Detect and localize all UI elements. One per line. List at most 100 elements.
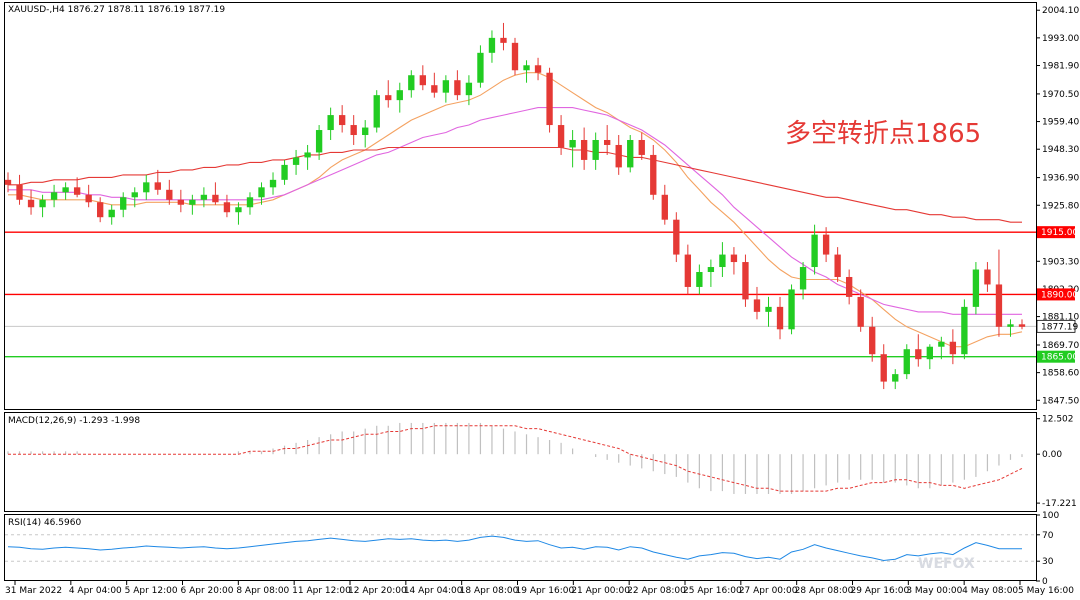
macd-y-tick-label: 0.00 bbox=[1042, 450, 1062, 460]
x-tick-label: 3 May 00:00 bbox=[906, 586, 962, 596]
y-tick-label: 1903.30 bbox=[1042, 257, 1079, 267]
candle-body bbox=[120, 197, 127, 210]
candle-body bbox=[200, 194, 208, 200]
rsi-line bbox=[7, 535, 1022, 562]
candle-body bbox=[212, 194, 219, 203]
candle-body bbox=[488, 37, 496, 53]
main-plot bbox=[4, 22, 1036, 390]
candle bbox=[938, 336, 945, 360]
candle-body bbox=[822, 234, 830, 255]
candle bbox=[281, 159, 288, 185]
candle-body bbox=[442, 80, 450, 93]
candle-body bbox=[511, 42, 519, 71]
y-tick-label: 1970.50 bbox=[1042, 90, 1079, 100]
macd-title: MACD(12,26,9) -1.293 -1.998 bbox=[8, 416, 140, 426]
candle-body bbox=[338, 115, 346, 126]
y-tick-label: 1869.70 bbox=[1042, 341, 1079, 351]
candle bbox=[39, 194, 46, 218]
candle-body bbox=[661, 194, 668, 220]
candle-body bbox=[972, 269, 980, 307]
candle bbox=[615, 135, 622, 175]
candle bbox=[811, 224, 818, 275]
level-label: 1890.00 bbox=[1041, 290, 1078, 300]
candle bbox=[915, 334, 922, 367]
candle-body bbox=[903, 349, 910, 375]
y-tick-label: 1858.60 bbox=[1042, 369, 1079, 379]
level-tag bbox=[1037, 226, 1075, 239]
candle bbox=[258, 182, 265, 205]
current-price-tag bbox=[1036, 319, 1076, 333]
rsi-y-tick-label: 0 bbox=[1042, 577, 1048, 587]
candle-body bbox=[523, 65, 530, 71]
candle bbox=[315, 125, 323, 160]
candle bbox=[477, 45, 484, 88]
candle bbox=[304, 144, 311, 170]
candle bbox=[1018, 319, 1026, 330]
candle-body bbox=[269, 179, 277, 188]
candle bbox=[396, 82, 403, 113]
candle-body bbox=[926, 346, 933, 360]
candle-body bbox=[534, 65, 542, 73]
candle-body bbox=[984, 269, 991, 285]
x-tick-label: 5 May 16:00 bbox=[1018, 586, 1074, 596]
candle bbox=[246, 192, 254, 215]
annotation-label: 多空转折点1865 bbox=[785, 119, 981, 149]
candle-body bbox=[915, 349, 922, 360]
candle bbox=[292, 149, 300, 175]
x-tick-label: 14 Apr 04:00 bbox=[404, 586, 463, 596]
candle bbox=[166, 179, 173, 205]
axes: 2004.10 1993.00 1981.90 1970.50 1959.40 1948.… bbox=[5, 6, 1079, 596]
candle bbox=[500, 22, 507, 51]
candle-body bbox=[753, 299, 761, 312]
candle-body bbox=[143, 182, 150, 193]
y-tick-label: 1881.10 bbox=[1042, 313, 1079, 323]
candle-body bbox=[235, 207, 242, 213]
candle bbox=[454, 70, 461, 101]
level-tag bbox=[1037, 350, 1075, 363]
y-tick-label: 1948.30 bbox=[1042, 145, 1079, 155]
candle bbox=[845, 269, 853, 305]
candle bbox=[212, 182, 219, 205]
candle bbox=[362, 120, 369, 148]
x-tick-label: 8 Apr 08:00 bbox=[236, 586, 289, 596]
candle bbox=[765, 296, 772, 327]
candle bbox=[488, 30, 496, 63]
candle-body bbox=[834, 254, 841, 277]
candle-body bbox=[281, 164, 288, 180]
candle bbox=[892, 369, 899, 390]
x-tick-label: 18 Apr 08:00 bbox=[460, 586, 519, 596]
rsi-y-tick-label: 30 bbox=[1042, 557, 1054, 567]
candle bbox=[385, 80, 392, 108]
y-tick-label: 2004.10 bbox=[1042, 6, 1079, 16]
candle bbox=[511, 37, 519, 76]
candle-body bbox=[949, 341, 957, 355]
candle bbox=[984, 262, 991, 292]
candle-body bbox=[684, 254, 692, 287]
rsi-y-tick-label: 100 bbox=[1042, 511, 1059, 521]
candle bbox=[557, 115, 565, 155]
candle bbox=[684, 244, 692, 295]
candle-body bbox=[604, 139, 611, 145]
candle bbox=[650, 144, 657, 200]
candle bbox=[707, 259, 715, 287]
candle bbox=[97, 197, 104, 223]
y-tick-label: 1925.80 bbox=[1042, 201, 1079, 211]
candle bbox=[742, 254, 749, 307]
level-label: 1865.00 bbox=[1041, 353, 1078, 363]
candle bbox=[16, 174, 23, 205]
candle-body bbox=[557, 125, 565, 148]
candle bbox=[696, 264, 703, 295]
candle bbox=[592, 132, 599, 170]
candle bbox=[569, 130, 576, 168]
candle bbox=[235, 202, 242, 225]
candle-body bbox=[730, 254, 738, 263]
moving-average-line bbox=[8, 72, 1023, 348]
x-tick-label: 28 Apr 08:00 bbox=[795, 586, 854, 596]
candle bbox=[223, 194, 231, 218]
candle-body bbox=[477, 52, 484, 83]
main-panel-frame bbox=[4, 2, 1037, 410]
candle bbox=[926, 344, 933, 370]
current-price-label: 1877.19 bbox=[1041, 322, 1078, 332]
candle bbox=[350, 115, 357, 145]
candle-body bbox=[788, 289, 795, 330]
